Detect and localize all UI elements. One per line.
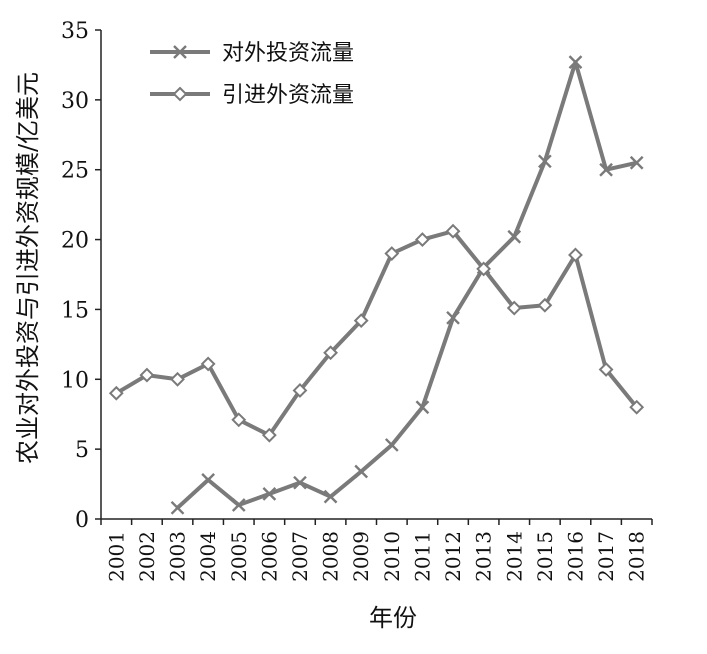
diamond-marker-point xyxy=(170,371,185,387)
x-tick-label: 2007 xyxy=(288,531,312,582)
series-line xyxy=(115,229,639,438)
diamond-marker-point xyxy=(537,297,553,313)
diamond-marker-point xyxy=(445,223,461,239)
x-tick-label: 2012 xyxy=(441,531,465,582)
diamond-marker-point xyxy=(629,399,645,415)
x-tick-label: 2009 xyxy=(349,531,373,582)
diamond-marker-point xyxy=(139,367,155,383)
x-tick-label: 2011 xyxy=(410,531,434,582)
diamond-marker-point xyxy=(200,356,216,372)
y-tick-label: 10 xyxy=(61,368,89,393)
x-marker-point xyxy=(201,473,215,487)
diamond-marker-point xyxy=(261,427,277,443)
diamond-marker-point xyxy=(568,247,583,263)
x-tick-label: 2004 xyxy=(196,531,220,582)
x-marker-point xyxy=(293,475,307,490)
x-tick-label: 2005 xyxy=(227,531,251,582)
x-marker-point xyxy=(629,155,644,170)
x-marker-point xyxy=(507,229,522,244)
axes xyxy=(100,30,652,520)
x-marker-point xyxy=(446,310,460,325)
x-marker-point xyxy=(599,162,613,177)
x-marker-point xyxy=(354,464,369,479)
y-ticks: 0 5 10 15 20 25 30 35 xyxy=(61,19,101,533)
x-marker-point xyxy=(568,55,583,69)
legend-label: 引进外资流量 xyxy=(222,83,354,108)
x-tick-label: 2010 xyxy=(380,531,404,582)
x-marker-point xyxy=(170,500,185,515)
y-axis-title: 农业对外投资与引进外资规模/亿美元 xyxy=(14,72,42,464)
x-tick-label: 2015 xyxy=(533,531,557,582)
diamond-marker-point xyxy=(384,246,400,261)
legend-label: 对外投资流量 xyxy=(222,41,354,66)
x-marker-point xyxy=(262,487,277,501)
series-line xyxy=(176,60,638,510)
x-axis-title: 年份 xyxy=(369,604,417,632)
y-tick-label: 35 xyxy=(61,19,89,44)
diamond-marker-point xyxy=(292,383,308,398)
y-tick-label: 0 xyxy=(75,508,89,533)
x-tick-label: 2002 xyxy=(135,531,159,582)
legend-item-1: 对外投资流量 xyxy=(150,41,354,66)
y-tick-label: 15 xyxy=(61,298,89,323)
x-marker-point xyxy=(538,154,552,169)
diamond-marker-point xyxy=(231,412,247,428)
x-tick-label: 2001 xyxy=(104,531,128,582)
diamond-marker-point xyxy=(172,86,188,102)
x-tick-label: 2008 xyxy=(319,531,343,582)
x-marker-point xyxy=(384,438,399,452)
diamond-marker-point xyxy=(415,232,430,247)
x-ticks: 2001 2002 2003 2004 2005 2006 2007 2008 2009 2010… xyxy=(100,519,653,582)
legend-item-2: 引进外资流量 xyxy=(150,83,354,108)
x-marker-point xyxy=(231,498,246,512)
x-tick-label: 2003 xyxy=(166,531,190,582)
diamond-marker-point xyxy=(353,313,369,329)
series-layer xyxy=(108,55,645,515)
x-tick-label: 2014 xyxy=(502,531,526,582)
x-tick-label: 2006 xyxy=(257,531,281,582)
series-1 xyxy=(170,55,644,515)
x-tick-label: 2018 xyxy=(625,531,649,582)
x-tick-label: 2017 xyxy=(594,531,618,582)
x-marker-point xyxy=(173,45,187,59)
x-tick-label: 2016 xyxy=(563,531,587,582)
y-tick-label: 5 xyxy=(75,438,89,463)
y-tick-label: 25 xyxy=(61,159,89,184)
diamond-marker-point xyxy=(476,261,492,277)
y-tick-label: 30 xyxy=(61,89,89,114)
x-tick-label: 2013 xyxy=(472,531,496,582)
diamond-marker-point xyxy=(598,362,614,377)
diamond-marker-point xyxy=(108,385,124,401)
y-tick-label: 20 xyxy=(61,229,89,254)
x-marker-point xyxy=(415,400,430,415)
diamond-marker-point xyxy=(323,345,338,361)
x-marker-point xyxy=(323,489,338,504)
diamond-marker-point xyxy=(506,300,522,316)
series-2 xyxy=(108,223,645,443)
